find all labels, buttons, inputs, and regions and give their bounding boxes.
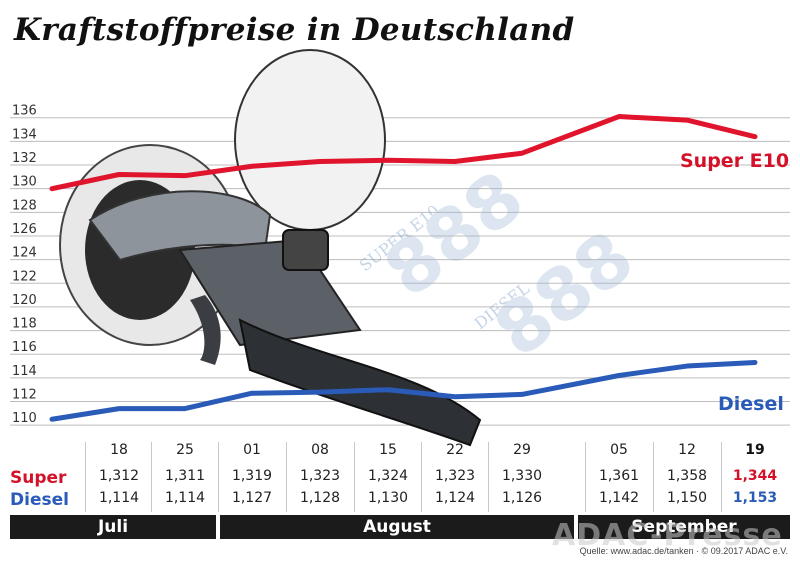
date-cell: 25 <box>176 442 194 458</box>
date-cell: 22 <box>446 442 464 458</box>
date-cell: 15 <box>379 442 397 458</box>
y-tick-label: 124 <box>12 246 37 261</box>
y-tick-label: 128 <box>12 198 37 213</box>
table-column-divider <box>354 442 355 512</box>
super-price-cell: 1,324 <box>367 468 409 484</box>
fuel-nozzle-illustration <box>59 49 482 447</box>
diesel-row-label: Diesel <box>10 490 69 510</box>
month-august: August <box>220 515 574 539</box>
table-column-divider <box>218 442 219 512</box>
y-tick-label: 120 <box>12 293 37 308</box>
y-tick-label: 130 <box>12 175 37 190</box>
diesel-price-cell: 1,142 <box>598 490 640 506</box>
series-lines <box>49 114 758 422</box>
y-tick-label: 122 <box>12 269 37 284</box>
source-note: Quelle: www.adac.de/tanken · © 09.2017 A… <box>579 546 788 556</box>
chart-title: Kraftstoffpreise in Deutschland <box>14 12 575 48</box>
y-tick-label: 114 <box>12 364 37 379</box>
y-tick-label: 134 <box>12 127 37 142</box>
diesel-price-cell: 1,128 <box>299 490 341 506</box>
super-series-label: Super E10 <box>680 150 790 172</box>
month-september: September <box>578 515 790 539</box>
watermark: ADAC-Presse <box>552 518 783 553</box>
diesel-series-label: Diesel <box>718 393 784 415</box>
diesel-price-cell: 1,130 <box>367 490 409 506</box>
diesel-price-cell: 1,127 <box>231 490 273 506</box>
y-tick-label: 118 <box>12 317 37 332</box>
date-cell: 01 <box>243 442 261 458</box>
date-row: 18 25 01 08 15 22 29 05 12 19 <box>0 442 800 464</box>
y-tick-label: 126 <box>12 222 37 237</box>
date-cell: 19 <box>745 442 765 458</box>
table-column-divider <box>721 442 722 512</box>
super-price-cell: 1,311 <box>164 468 206 484</box>
diesel-line <box>49 360 758 422</box>
super-price-cell: 1,323 <box>299 468 341 484</box>
super-price-cell: 1,323 <box>434 468 476 484</box>
super-price-cell: 1,330 <box>501 468 543 484</box>
date-cell: 18 <box>110 442 128 458</box>
y-axis: 110 112 114 116 118 120 122 124 126 128 130 132 134 1… <box>12 104 37 426</box>
super-price-cell: 1,361 <box>598 468 640 484</box>
date-cell: 05 <box>610 442 628 458</box>
table-column-divider <box>653 442 654 512</box>
y-tick-label: 136 <box>12 104 37 119</box>
super-row: Super 1,312 1,311 1,319 1,323 1,324 1,323 1,33… <box>0 468 800 490</box>
diesel-price-cell: 1,126 <box>501 490 543 506</box>
diesel-row: Diesel 1,114 1,114 1,127 1,128 1,130 1,124 1,1… <box>0 490 800 512</box>
table-column-divider <box>286 442 287 512</box>
diesel-price-cell: 1,153 <box>732 490 778 506</box>
date-cell: 29 <box>513 442 531 458</box>
month-juli: Juli <box>10 515 216 539</box>
diesel-price-cell: 1,150 <box>666 490 708 506</box>
super-price-cell: 1,312 <box>98 468 140 484</box>
table-column-divider <box>151 442 152 512</box>
y-tick-label: 132 <box>12 151 37 166</box>
diesel-price-cell: 1,114 <box>98 490 140 506</box>
table-column-divider <box>488 442 489 512</box>
diesel-price-cell: 1,114 <box>164 490 206 506</box>
y-tick-label: 116 <box>12 340 37 355</box>
price-display-decoration: SUPER E10 888 DIESEL 888 <box>356 155 649 374</box>
super-row-label: Super <box>10 468 67 488</box>
super-price-cell: 1,319 <box>231 468 273 484</box>
date-cell: 08 <box>311 442 329 458</box>
y-tick-label: 112 <box>12 388 37 403</box>
super-price-cell: 1,358 <box>666 468 708 484</box>
super-e10-line <box>49 114 758 192</box>
y-tick-label: 110 <box>12 411 37 426</box>
diesel-price-cell: 1,124 <box>434 490 476 506</box>
table-column-divider <box>585 442 586 512</box>
date-cell: 12 <box>678 442 696 458</box>
super-price-cell: 1,344 <box>732 468 778 484</box>
table-column-divider <box>421 442 422 512</box>
table-column-divider <box>85 442 86 512</box>
